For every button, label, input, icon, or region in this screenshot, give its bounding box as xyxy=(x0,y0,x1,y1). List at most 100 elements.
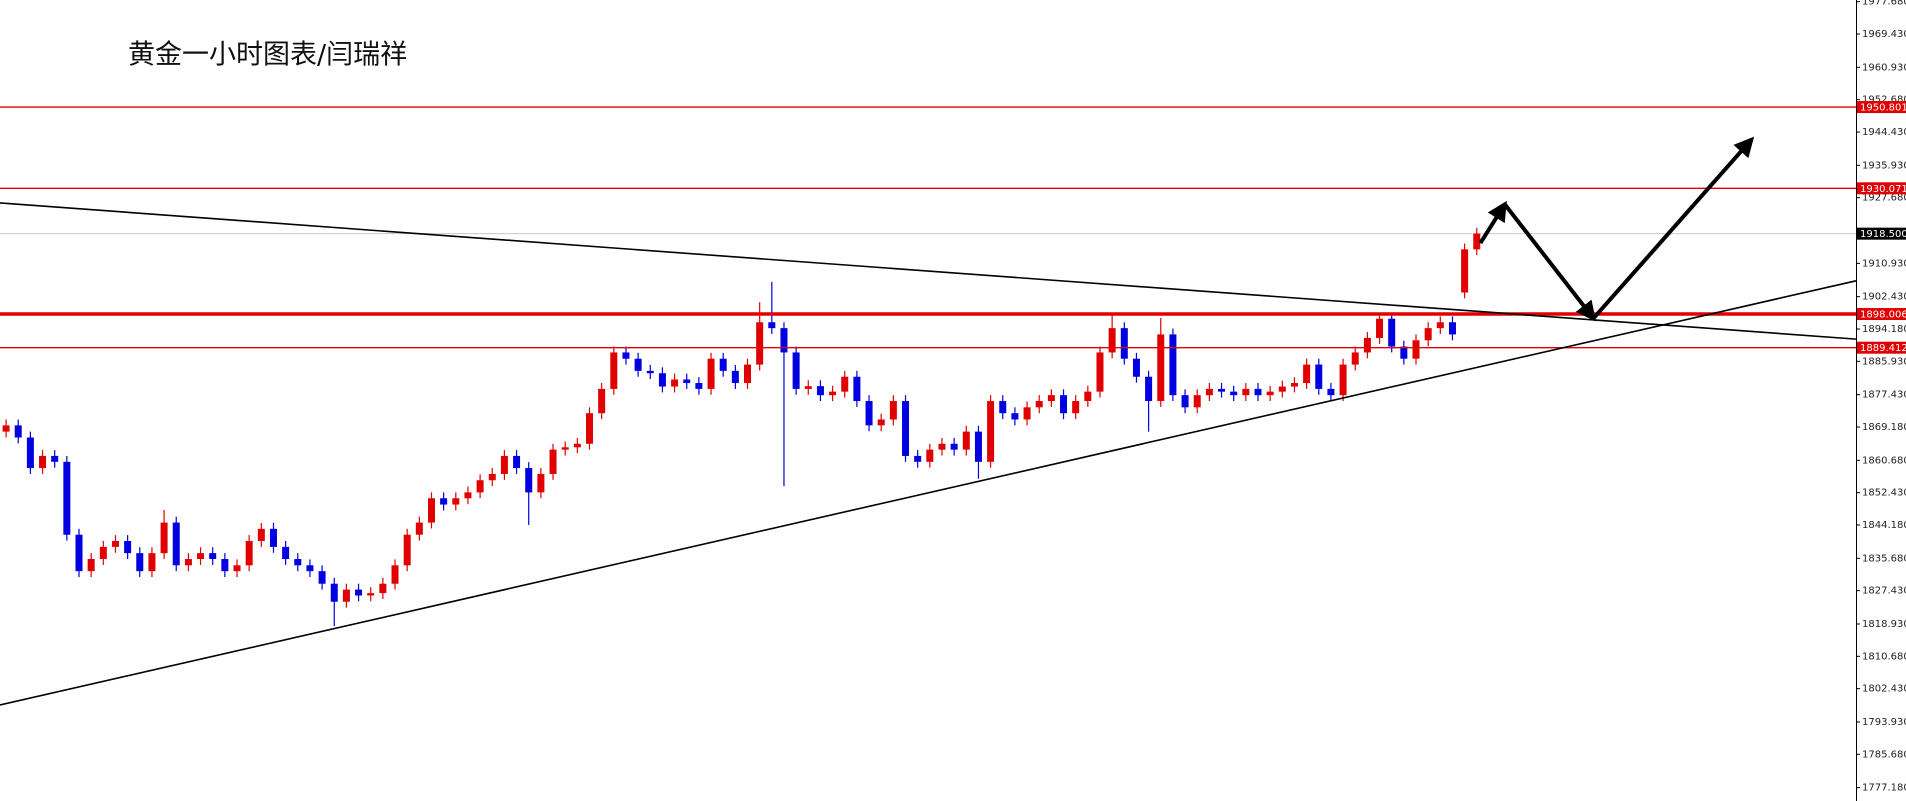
candle-body xyxy=(245,540,253,566)
y-tick-label: 1860.680 xyxy=(1862,455,1906,466)
candle-body xyxy=(233,565,241,572)
y-tick-label: 1869.180 xyxy=(1862,422,1906,433)
y-tick-label: 1894.180 xyxy=(1862,324,1906,335)
level-box xyxy=(1857,182,1906,195)
y-tick-label: 1777.180 xyxy=(1862,783,1906,794)
candle-body xyxy=(999,401,1007,414)
candle-body xyxy=(1327,388,1335,396)
y-tick-label: 1793.930 xyxy=(1862,717,1906,728)
candle-body xyxy=(1473,233,1481,250)
candle-body xyxy=(902,401,910,456)
candle-body xyxy=(671,379,679,387)
candle-body xyxy=(865,401,873,426)
candle-body xyxy=(695,383,703,389)
candle-body xyxy=(573,443,581,448)
candle-body xyxy=(269,528,277,547)
candle-body xyxy=(282,546,290,560)
candle-body xyxy=(914,455,922,462)
candle-body xyxy=(1290,383,1298,387)
candle-body xyxy=(1047,395,1055,402)
y-tick-label: 1902.430 xyxy=(1862,292,1906,303)
candle-body xyxy=(1145,376,1153,402)
candle-body xyxy=(342,589,350,602)
candle-body xyxy=(744,364,752,384)
y-tick-label: 1960.930 xyxy=(1862,62,1906,73)
y-tick-label: 1818.930 xyxy=(1862,619,1906,630)
forecast-arrow xyxy=(1478,200,1507,245)
candle-body xyxy=(1108,328,1116,353)
candle-body xyxy=(1157,334,1165,402)
candle-body xyxy=(1376,318,1384,338)
candle-body xyxy=(513,455,521,469)
candle-body xyxy=(622,352,630,359)
candle-body xyxy=(63,461,71,535)
candle-body xyxy=(160,522,168,554)
candle-body xyxy=(26,437,34,469)
candle-body xyxy=(1242,388,1250,396)
candle-body xyxy=(756,322,764,365)
level-box xyxy=(1857,101,1906,114)
candle-body xyxy=(1169,334,1177,396)
candle-body xyxy=(427,498,435,523)
candle-body xyxy=(403,534,411,566)
candle-body xyxy=(379,583,387,594)
candle-body xyxy=(197,553,205,560)
candle-body xyxy=(1035,401,1043,408)
candle-body xyxy=(415,522,423,535)
level-label: 1898.006 xyxy=(1860,310,1906,321)
candle-body xyxy=(1266,391,1274,396)
candle-body xyxy=(184,559,192,566)
y-tick-label: 1935.930 xyxy=(1862,160,1906,171)
forecast-arrow xyxy=(1503,203,1596,322)
candle-body xyxy=(500,455,508,474)
current-price-box xyxy=(1857,227,1906,240)
candle-body xyxy=(1351,352,1359,365)
candle-body xyxy=(853,376,861,402)
candle-body xyxy=(221,559,229,572)
candle-body xyxy=(330,583,338,602)
candle-body xyxy=(51,455,59,462)
candle-body xyxy=(610,352,618,389)
candle-body xyxy=(938,443,946,450)
candle-body xyxy=(124,540,132,554)
candle-body xyxy=(987,401,995,462)
candle-body xyxy=(1461,249,1469,293)
candle-body xyxy=(816,386,824,396)
y-tick-label: 1810.680 xyxy=(1862,651,1906,662)
candle-body xyxy=(634,358,642,371)
level-label: 1889.412 xyxy=(1860,343,1906,354)
candle-body xyxy=(877,419,885,426)
trendline xyxy=(0,280,1857,706)
candle-body xyxy=(75,534,83,572)
candle-body xyxy=(525,468,533,493)
candle-body xyxy=(780,328,788,353)
candle-body xyxy=(1388,318,1396,347)
candle-body xyxy=(841,376,849,392)
candle-body xyxy=(452,498,460,505)
candle-body xyxy=(1254,388,1262,396)
y-tick-label: 1927.680 xyxy=(1862,193,1906,204)
candle-body xyxy=(87,559,95,572)
candle-body xyxy=(974,431,982,462)
candle-body xyxy=(39,455,47,469)
y-tick-label: 1952.680 xyxy=(1862,95,1906,106)
candle-body xyxy=(768,322,776,329)
candle-body xyxy=(1084,391,1092,402)
level-box xyxy=(1857,341,1906,354)
current-price-label: 1918.500 xyxy=(1860,229,1906,240)
candle-body xyxy=(1363,337,1371,353)
candle-body xyxy=(1424,328,1432,341)
candle-body xyxy=(731,370,739,384)
candle-body xyxy=(355,589,363,596)
y-tick-label: 1944.430 xyxy=(1862,127,1906,138)
candle-body xyxy=(1181,395,1189,408)
trendline xyxy=(0,202,1857,340)
candle-body xyxy=(1060,395,1068,414)
level-label: 1930.071 xyxy=(1860,184,1906,195)
forecast-arrow xyxy=(1591,136,1755,320)
candle-body xyxy=(804,386,812,389)
candle-body xyxy=(829,391,837,396)
candle-body xyxy=(719,358,727,371)
